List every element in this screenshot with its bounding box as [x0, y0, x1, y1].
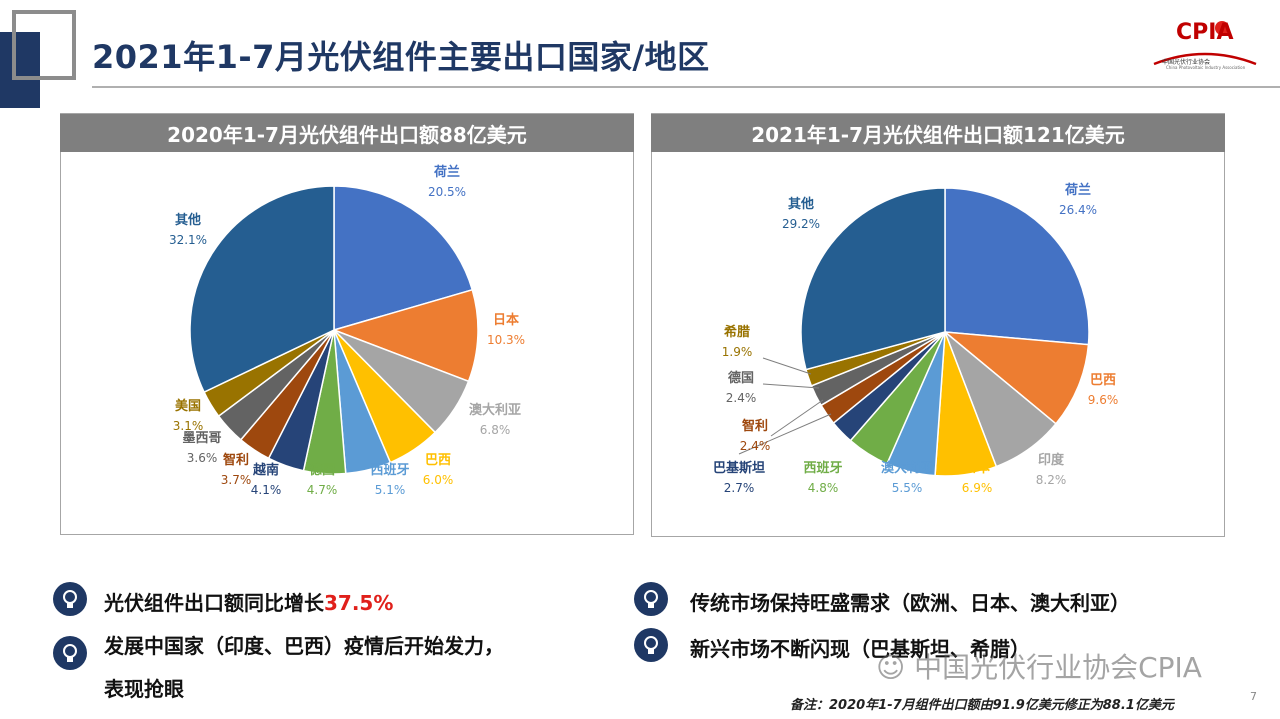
slice-category-label: 墨西哥: [182, 430, 221, 446]
bullet-growth-text: 光伏组件出口额同比增长: [104, 591, 324, 615]
slice-category-label: 澳大利亚: [881, 460, 933, 476]
page-number: 7: [1250, 690, 1257, 703]
bullet-traditional: 传统市场保持旺盛需求（欧洲、日本、澳大利亚）: [690, 591, 1130, 615]
footnote: 备注：2020年1-7月组件出口额由91.9亿美元修正为88.1亿美元: [790, 698, 1174, 713]
slice-value-label: 1.9%: [722, 345, 753, 359]
leader-line: [762, 357, 812, 375]
wechat-icon: ☺: [876, 651, 906, 684]
watermark: ☺ 中国光伏行业协会CPIA: [876, 646, 1202, 686]
slice-category-label: 德国: [728, 370, 754, 386]
slice-value-label: 3.1%: [173, 419, 204, 433]
slice-category-label: 其他: [175, 212, 201, 228]
watermark-text: 中国光伏行业协会CPIA: [914, 651, 1202, 684]
slice-category-label: 荷兰: [1064, 182, 1091, 198]
slice-category-label: 荷兰: [433, 164, 460, 180]
leader-line: [738, 413, 832, 455]
corner-decoration: [0, 0, 90, 110]
slice-value-label: 32.1%: [169, 233, 207, 247]
corner-outline-square: [12, 10, 76, 80]
leader-line: [770, 399, 824, 437]
slice-category-label: 智利: [742, 418, 768, 434]
slice-value-label: 2.7%: [724, 481, 755, 495]
slice-category-label: 印度: [1038, 452, 1065, 468]
lightbulb-icon: [53, 582, 87, 616]
pie-slice: [942, 331, 1090, 425]
pie-chart-2021: 荷兰 26.4% 巴西 9.6% 印度 8.2% 日本 6.9% 澳大利亚 5.5% 西班牙 4.8%…: [713, 182, 1119, 495]
slice-value-label: 10.3%: [487, 333, 525, 347]
slice-value-label: 20.5%: [428, 185, 466, 199]
corner-dark-square: [0, 32, 40, 108]
leader-line: [762, 383, 820, 389]
bullet-growth: 光伏组件出口额同比增长37.5%: [104, 587, 393, 616]
slice-category-label: 智利: [223, 452, 249, 468]
bullet-emerging: 新兴市场不断闪现（巴基斯坦、希腊）: [690, 637, 1030, 661]
slice-value-label: 26.4%: [1059, 203, 1097, 217]
lightbulb-icon: [634, 582, 668, 616]
slice-value-label: 29.2%: [782, 217, 820, 231]
pie-slice: [800, 187, 946, 371]
pie-slice: [331, 288, 479, 383]
slice-value-label: 6.9%: [962, 481, 993, 495]
slice-category-label: 希腊: [724, 324, 750, 340]
slice-category-label: 巴西: [1090, 373, 1116, 388]
slice-category-label: 西班牙: [370, 462, 409, 478]
logo-subtitle-en: China Photovoltaic Industry Association: [1166, 65, 1246, 70]
slice-value-label: 5.5%: [892, 481, 923, 495]
slice-category-label: 德国: [309, 462, 335, 478]
logo-text: CPIA: [1176, 20, 1234, 45]
slice-value-label: 9.6%: [1088, 393, 1119, 407]
page-title: 2021年1-7月光伏组件主要出口国家/地区: [92, 38, 710, 76]
title-underline: [92, 86, 1280, 88]
slice-category-label: 巴西: [425, 453, 451, 468]
logo-subtitle: 中国光伏行业协会: [1162, 59, 1211, 66]
slice-category-label: 澳大利亚: [469, 402, 521, 418]
pie-chart-2020: 荷兰 20.5% 日本 10.3% 澳大利亚 6.8% 巴西 6.0% 西班牙 5.1% 德国 4.7…: [169, 164, 525, 497]
growth-highlight: 37.5%: [324, 591, 394, 615]
slice-value-label: 2.4%: [740, 439, 771, 453]
slice-category-label: 日本: [964, 460, 990, 476]
slice-value-label: 3.7%: [221, 473, 252, 487]
slice-category-label: 西班牙: [803, 460, 842, 476]
lightbulb-icon: [634, 628, 668, 662]
slice-category-label: 美国: [175, 398, 201, 414]
slice-value-label: 4.1%: [251, 483, 282, 497]
chart-title-2021: 2021年1-7月光伏组件出口额121亿美元: [651, 114, 1225, 152]
slice-value-label: 6.8%: [480, 423, 511, 437]
slice-category-label: 巴基斯坦: [713, 460, 765, 476]
slice-category-label: 日本: [493, 312, 519, 328]
pie-slice: [333, 185, 474, 331]
pie-slice: [189, 185, 335, 394]
slice-value-label: 3.6%: [187, 451, 218, 465]
bullet-developing-line1: 发展中国家（印度、巴西）疫情后开始发力，: [104, 634, 504, 658]
lightbulb-icon: [53, 636, 87, 670]
slice-value-label: 4.8%: [808, 481, 839, 495]
logo-arc-icon: [1153, 21, 1257, 66]
slice-value-label: 6.0%: [423, 473, 454, 487]
slice-category-label: 越南: [252, 462, 279, 478]
slice-value-label: 4.7%: [307, 483, 338, 497]
slice-value-label: 5.1%: [375, 483, 406, 497]
chart-title-2020: 2020年1-7月光伏组件出口额88亿美元: [60, 114, 634, 152]
slice-category-label: 其他: [788, 196, 814, 212]
pie-slice: [944, 187, 1090, 346]
slice-value-label: 8.2%: [1036, 473, 1067, 487]
slice-value-label: 2.4%: [726, 391, 757, 405]
cpia-logo: [1150, 8, 1260, 80]
bullet-developing-line2: 表现抢眼: [104, 677, 184, 701]
